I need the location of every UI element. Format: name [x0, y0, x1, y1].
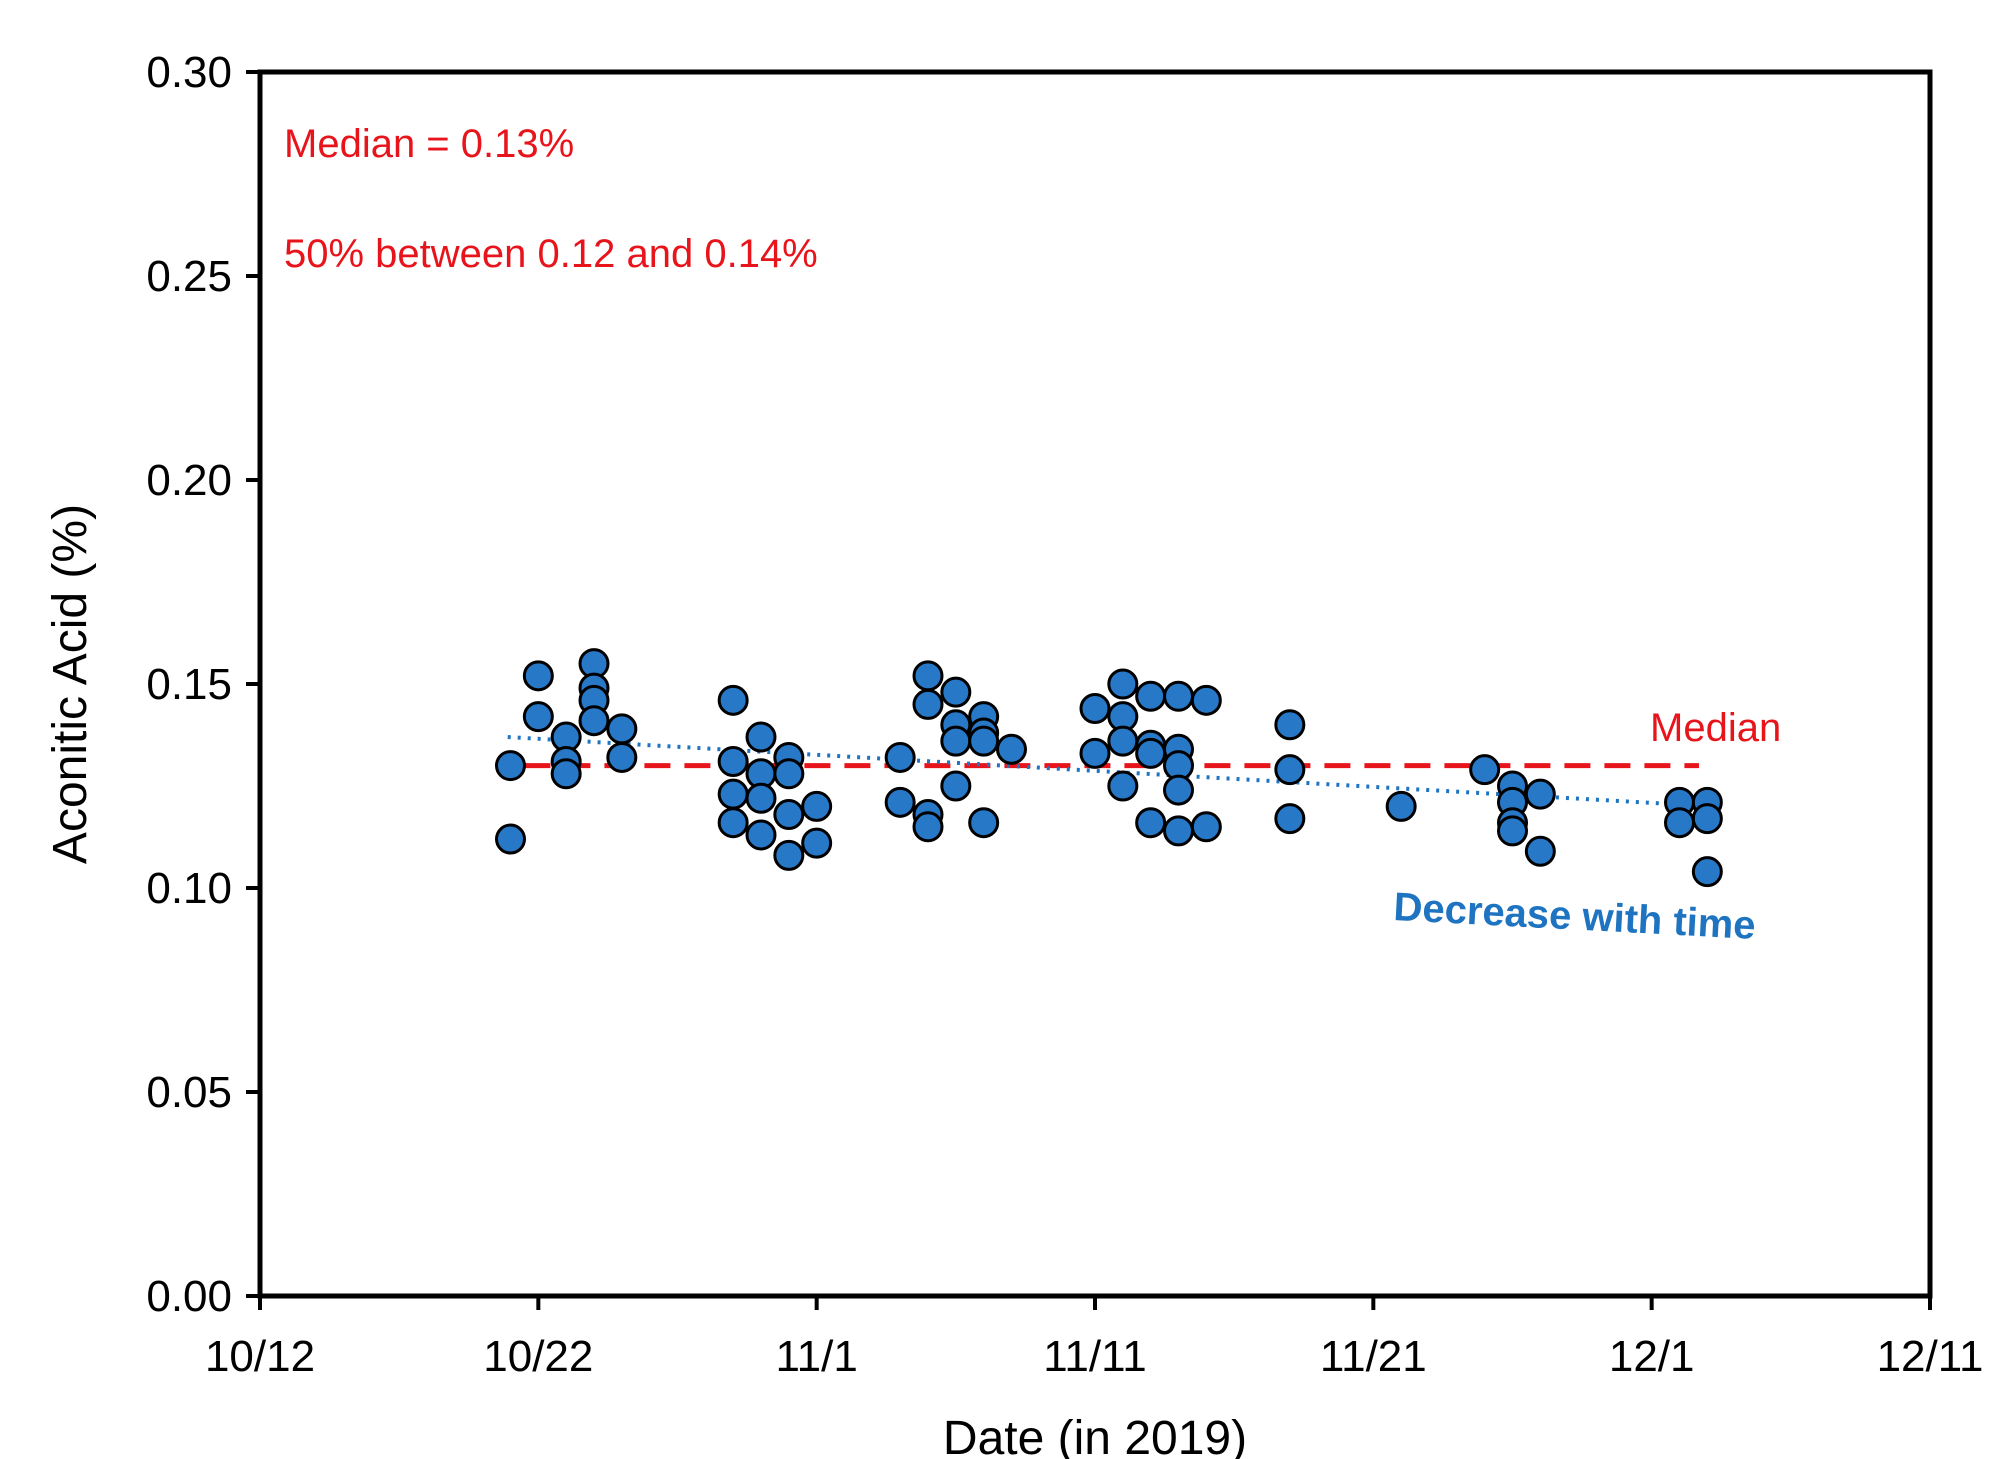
data-point	[912, 660, 944, 692]
data-point	[606, 741, 638, 773]
data-point	[1107, 770, 1139, 802]
y-tick-label: 0.25	[146, 252, 232, 301]
data-point	[1163, 815, 1194, 847]
data-point	[1691, 856, 1723, 888]
data-point	[1469, 754, 1501, 786]
x-tick-label: 10/22	[483, 1332, 593, 1381]
data-point	[773, 758, 805, 790]
data-point	[1190, 684, 1222, 716]
data-point	[801, 790, 833, 822]
y-axis-ticks: 0.00 0.05 0.10 0.15 0.20 0.25 0.30	[146, 48, 260, 1321]
data-point	[745, 819, 777, 851]
data-point	[1107, 725, 1139, 757]
data-point	[495, 750, 526, 782]
data-point	[1524, 835, 1556, 867]
data-point	[606, 713, 638, 745]
y-tick-label: 0.30	[146, 48, 232, 97]
data-points	[495, 648, 1723, 888]
data-point	[1190, 811, 1222, 843]
data-point	[522, 701, 554, 733]
data-point	[717, 807, 749, 839]
data-point	[968, 725, 1000, 757]
data-point	[773, 799, 805, 831]
y-tick-label: 0.00	[146, 1272, 232, 1321]
data-point	[745, 721, 777, 753]
data-point	[1274, 709, 1306, 741]
data-point	[1524, 778, 1556, 810]
data-point	[1079, 737, 1111, 769]
data-point	[912, 811, 944, 843]
data-point	[884, 786, 916, 818]
data-point	[1135, 807, 1167, 839]
data-point	[940, 725, 972, 757]
x-tick-label: 11/1	[775, 1332, 857, 1381]
data-point	[1274, 803, 1306, 835]
x-axis-ticks: 10/12 10/22 11/1 11/11 11/21 12/1 12/11	[205, 1296, 1983, 1381]
data-point	[801, 827, 833, 859]
trend-line	[507, 735, 1714, 809]
y-tick-label: 0.10	[146, 864, 232, 913]
data-point	[1163, 774, 1194, 806]
data-point	[968, 807, 1000, 839]
x-tick-label: 11/11	[1043, 1332, 1147, 1381]
data-point	[1135, 680, 1167, 712]
data-point	[1274, 754, 1306, 786]
data-point	[773, 839, 805, 871]
data-point	[940, 770, 972, 802]
data-point	[745, 782, 777, 814]
data-point	[884, 741, 916, 773]
data-point	[578, 705, 610, 737]
y-tick-label: 0.20	[146, 456, 232, 505]
data-point	[522, 660, 554, 692]
data-point	[1691, 803, 1723, 835]
data-point	[996, 733, 1027, 765]
x-tick-label: 12/11	[1877, 1332, 1984, 1381]
x-tick-label: 10/12	[205, 1332, 315, 1381]
median-value-annotation: Median = 0.13%	[284, 122, 574, 166]
data-point	[1664, 807, 1695, 839]
data-point	[717, 778, 749, 810]
x-tick-label: 11/21	[1320, 1332, 1427, 1381]
trend-line-layer	[507, 735, 1714, 809]
data-point	[912, 688, 944, 720]
x-axis-title: Date (in 2019)	[943, 1412, 1247, 1459]
data-point	[717, 684, 749, 716]
x-tick-label: 12/1	[1609, 1332, 1695, 1381]
data-point	[550, 758, 582, 790]
interquartile-range-annotation: 50% between 0.12 and 0.14%	[284, 232, 818, 276]
data-point	[940, 676, 972, 708]
median-line-label: Median	[1650, 706, 1781, 750]
data-point	[1497, 815, 1528, 847]
data-point	[1135, 737, 1167, 769]
y-tick-label: 0.05	[146, 1068, 232, 1117]
data-point	[1079, 692, 1111, 724]
y-axis-title: Aconitic Acid (%)	[44, 504, 97, 864]
data-point	[1163, 680, 1194, 712]
data-point	[1385, 790, 1417, 822]
data-point	[1107, 668, 1139, 700]
data-point	[717, 746, 749, 778]
data-point	[495, 823, 526, 855]
y-tick-label: 0.15	[146, 660, 232, 709]
